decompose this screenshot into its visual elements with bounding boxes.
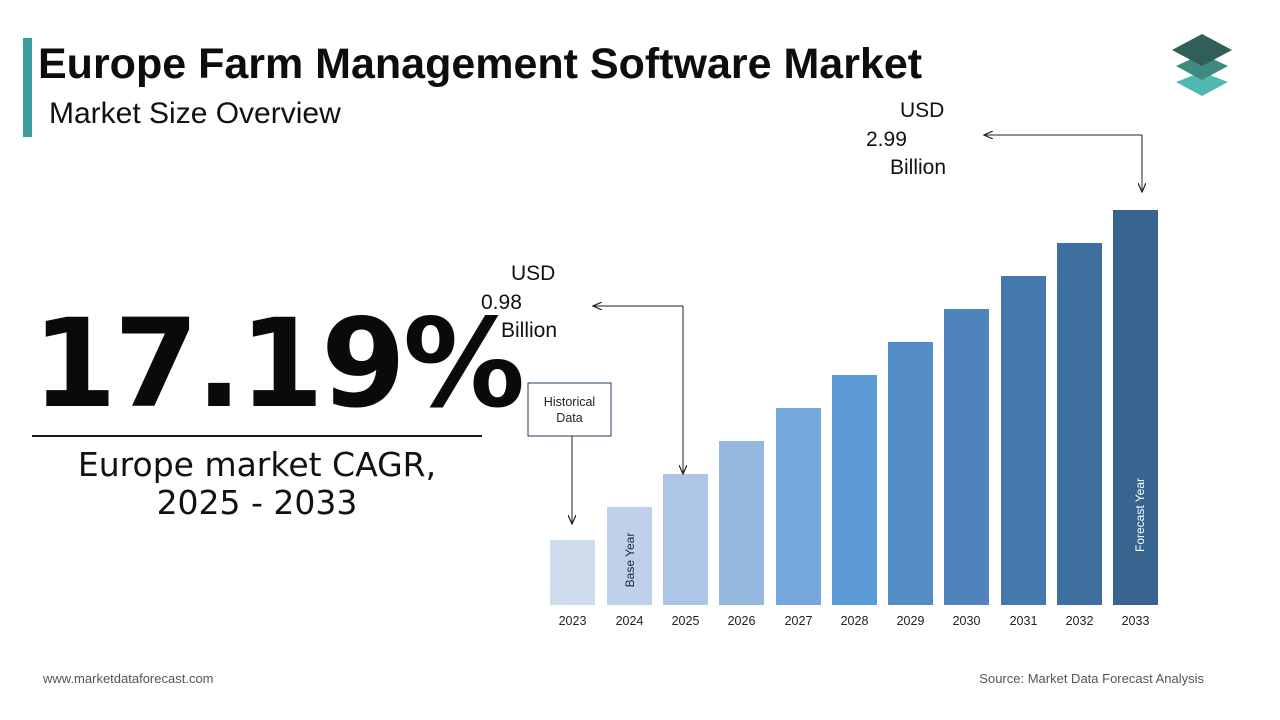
x-tick-label-2025: 2025 bbox=[672, 614, 700, 628]
forecast-year-label: Forecast Year bbox=[1133, 478, 1147, 552]
x-tick-label-2023: 2023 bbox=[559, 614, 587, 628]
bar-2024 bbox=[607, 507, 652, 605]
bar-2025 bbox=[663, 474, 708, 605]
page-subtitle: Market Size Overview bbox=[49, 97, 341, 130]
page-title: Europe Farm Management Software Market bbox=[38, 40, 923, 88]
x-tick-label-2032: 2032 bbox=[1066, 614, 1094, 628]
bar-2026 bbox=[719, 441, 764, 605]
bar-2032 bbox=[1057, 243, 1102, 605]
start-value-usd: USD bbox=[511, 262, 555, 285]
title-accent-bar bbox=[23, 38, 32, 137]
bar-2030 bbox=[944, 309, 989, 605]
cagr-label-line1: Europe market CAGR, bbox=[77, 445, 437, 484]
cagr-label: Europe market CAGR, 2025 - 2033 bbox=[32, 446, 482, 522]
x-tick-label-2031: 2031 bbox=[1010, 614, 1038, 628]
x-tick-label-2024: 2024 bbox=[616, 614, 644, 628]
historical-data-label-line1: Historical bbox=[544, 395, 595, 409]
base-year-label: Base Year bbox=[623, 533, 637, 588]
end-value-unit: Billion bbox=[890, 156, 946, 179]
cagr-divider bbox=[32, 435, 482, 437]
logo-layer-bottom bbox=[1176, 72, 1228, 96]
brand-logo-icon bbox=[1172, 34, 1232, 96]
x-tick-label-2033: 2033 bbox=[1122, 614, 1150, 628]
cagr-value: 17.19% bbox=[32, 293, 525, 435]
footer-source: Source: Market Data Forecast Analysis bbox=[979, 671, 1204, 686]
bar-2028 bbox=[832, 375, 877, 605]
cagr-label-line2: 2025 - 2033 bbox=[156, 483, 358, 522]
x-tick-label-2028: 2028 bbox=[841, 614, 869, 628]
historical-data-label-line2: Data bbox=[556, 411, 582, 425]
bar-2023 bbox=[550, 540, 595, 605]
logo-layer-middle bbox=[1176, 54, 1228, 80]
bars-group bbox=[550, 210, 1158, 605]
bar-2033 bbox=[1113, 210, 1158, 605]
historical-data-box bbox=[527, 382, 612, 437]
x-tick-label-2030: 2030 bbox=[953, 614, 981, 628]
footer-website: www.marketdataforecast.com bbox=[43, 671, 214, 686]
x-tick-label-2026: 2026 bbox=[728, 614, 756, 628]
x-tick-labels: 2023 2024 2025 2026 2027 2028 2029 2030 2031 2032… bbox=[559, 614, 1150, 628]
end-value-number: 2.99 bbox=[866, 128, 907, 151]
x-tick-label-2027: 2027 bbox=[785, 614, 813, 628]
bar-2029 bbox=[888, 342, 933, 605]
bar-2027 bbox=[776, 408, 821, 605]
logo-layer-top bbox=[1172, 34, 1232, 66]
end-value-usd: USD bbox=[900, 99, 944, 122]
x-tick-label-2029: 2029 bbox=[897, 614, 925, 628]
bar-2031 bbox=[1001, 276, 1046, 605]
